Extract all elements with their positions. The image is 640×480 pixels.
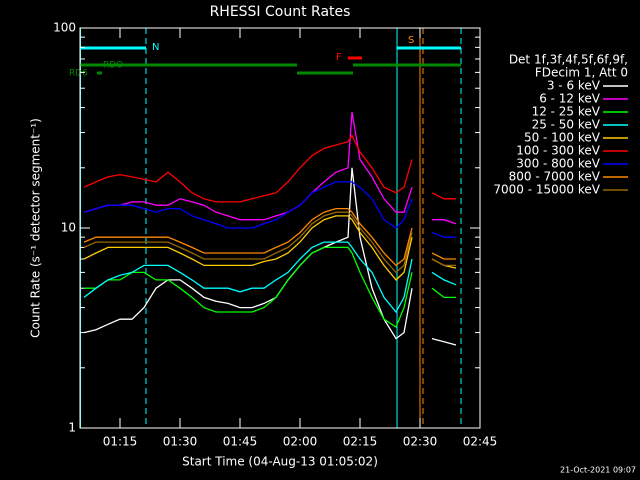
x-tick-label: 01:15 — [103, 435, 138, 449]
legend-label: 300 - 800 keV — [516, 157, 600, 171]
flag-label: RD6 — [69, 69, 88, 79]
series-line — [83, 207, 456, 267]
x-tick-label: 01:45 — [223, 435, 258, 449]
legend-label: 800 - 7000 keV — [509, 170, 601, 184]
legend-title: Det 1f,3f,4f,5f,6f,9f, — [509, 53, 628, 67]
series-line — [83, 241, 457, 314]
flag-label: S — [408, 35, 414, 46]
legend-label: 12 - 25 keV — [532, 105, 601, 119]
legend-label: 3 - 6 keV — [547, 79, 601, 93]
legend-title: FDecim 1, Att 0 — [535, 66, 628, 80]
legend-label: 7000 - 15000 keV — [493, 183, 600, 197]
legend-label: 25 - 50 keV — [532, 118, 601, 132]
x-axis-label: Start Time (04-Aug-13 01:05:02) — [182, 455, 378, 469]
y-axis-label: Count Rate (s⁻¹ detector segment⁻¹) — [29, 118, 43, 338]
y-tick-label: 10 — [61, 221, 76, 235]
x-tick-label: 02:00 — [283, 435, 318, 449]
y-tick-label: 100 — [53, 21, 76, 35]
legend-label: 6 - 12 keV — [539, 92, 601, 106]
series-line — [83, 181, 456, 238]
series-line — [83, 111, 457, 225]
legend-label: 100 - 300 keV — [516, 144, 600, 158]
legend-label: 50 - 100 keV — [524, 131, 601, 145]
x-tick-label: 02:45 — [463, 435, 498, 449]
x-tick-label: 01:30 — [163, 435, 198, 449]
flag-label: F — [336, 52, 342, 63]
flag-label: RDO — [103, 61, 123, 71]
chart-title: RHESSI Count Rates — [210, 4, 351, 20]
x-tick-label: 02:15 — [343, 435, 378, 449]
timestamp: 21-Oct-2021 09:07 — [560, 466, 636, 475]
y-tick-label: 1 — [68, 421, 76, 435]
overlays: N S F RDO RD6 — [69, 28, 462, 428]
series-line — [83, 134, 456, 203]
x-tick-label: 02:30 — [403, 435, 438, 449]
series-line — [83, 211, 456, 274]
series-line — [84, 246, 456, 328]
flag-label: N — [152, 42, 159, 53]
series-line — [83, 167, 457, 346]
plot-frame — [79, 27, 481, 429]
